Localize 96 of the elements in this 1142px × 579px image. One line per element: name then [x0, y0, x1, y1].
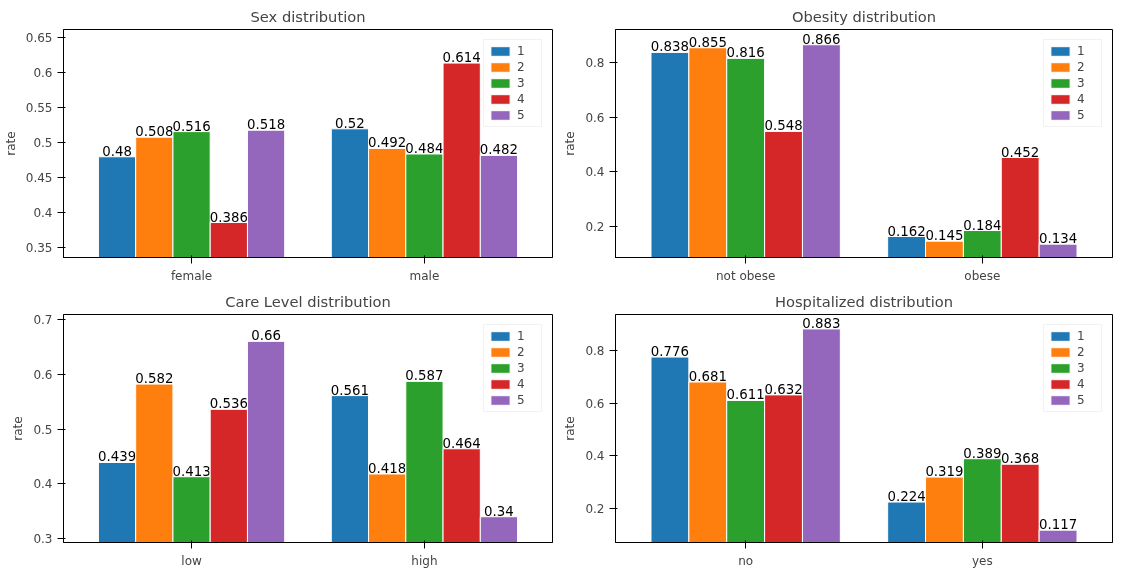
y-tick-label: 0.6: [585, 110, 605, 125]
y-tick-label: 0.2: [585, 501, 605, 516]
data-label: 0.418: [368, 460, 407, 476]
chart-title: Care Level distribution: [225, 292, 391, 310]
data-label: 0.866: [802, 31, 841, 47]
y-axis-title: rate: [563, 131, 578, 156]
data-label: 0.484: [405, 140, 444, 156]
data-label: 0.48: [102, 143, 132, 159]
y-axis-title: rate: [3, 131, 18, 156]
data-label: 0.611: [726, 387, 765, 403]
y-tick-label: 0.8: [585, 56, 605, 71]
y-tick-label: 0.4: [585, 449, 605, 464]
legend-label: 4: [517, 377, 526, 391]
legend-label: 2: [1077, 345, 1086, 359]
data-label: 0.464: [442, 435, 481, 451]
data-label: 0.518: [247, 117, 286, 133]
x-tick-label: no: [738, 553, 754, 568]
legend-label: 5: [517, 108, 526, 122]
data-label: 0.439: [97, 449, 137, 465]
legend-label: 2: [1077, 60, 1086, 74]
data-label: 0.776: [650, 344, 690, 360]
y-tick-label: 0.4: [33, 206, 53, 221]
x-tick-label: not obese: [715, 268, 776, 283]
data-label: 0.52: [335, 115, 365, 131]
y-tick-label: 0.5: [33, 136, 53, 151]
data-label: 0.368: [1001, 451, 1040, 467]
y-tick-label: 0.65: [25, 31, 53, 46]
x-tick-label: yes: [971, 553, 993, 568]
legend-label: 3: [1077, 361, 1086, 375]
data-label: 0.386: [209, 209, 248, 225]
data-label: 0.582: [135, 371, 174, 387]
y-tick-label: 0.2: [585, 219, 605, 234]
data-label: 0.492: [368, 135, 407, 151]
y-tick-label: 0.4: [585, 165, 605, 180]
legend-label: 5: [1077, 393, 1086, 407]
data-label: 0.855: [688, 34, 727, 50]
chart-title: Sex distribution: [250, 7, 366, 25]
data-label: 0.614: [442, 50, 481, 66]
data-label: 0.632: [764, 381, 803, 397]
data-label: 0.883: [802, 315, 841, 331]
data-label: 0.117: [1038, 517, 1078, 533]
y-tick-label: 0.3: [33, 532, 53, 547]
data-label: 0.319: [925, 464, 964, 480]
x-tick-label: obese: [964, 268, 1001, 283]
y-tick-label: 0.7: [33, 312, 53, 327]
legend-label: 3: [517, 361, 526, 375]
data-label: 0.482: [479, 142, 519, 158]
y-tick-label: 0.35: [25, 241, 53, 256]
data-label: 0.134: [1038, 231, 1078, 247]
y-tick-label: 0.55: [25, 101, 53, 116]
data-label: 0.536: [209, 396, 248, 412]
data-label: 0.162: [887, 223, 926, 239]
data-label: 0.838: [650, 39, 690, 55]
data-label: 0.548: [764, 118, 803, 134]
data-label: 0.452: [1001, 144, 1040, 160]
y-tick-label: 0.6: [33, 367, 53, 382]
legend-label: 2: [517, 60, 526, 74]
legend-label: 1: [517, 44, 526, 58]
x-tick-label: male: [409, 268, 440, 283]
data-label: 0.816: [726, 45, 765, 61]
y-axis-title: rate: [11, 416, 26, 441]
data-label: 0.66: [251, 328, 281, 344]
data-label: 0.508: [135, 124, 174, 140]
x-tick-label: high: [411, 553, 438, 568]
legend-label: 3: [517, 76, 526, 90]
data-label: 0.145: [925, 228, 964, 244]
legend-label: 3: [1077, 76, 1086, 90]
data-label: 0.516: [172, 118, 211, 134]
data-label: 0.34: [484, 503, 514, 519]
data-label: 0.413: [172, 463, 211, 479]
data-label: 0.389: [963, 445, 1002, 461]
data-label: 0.587: [405, 368, 444, 384]
legend-label: 1: [1077, 44, 1086, 58]
legend-label: 5: [517, 393, 526, 407]
chart-title: Obesity distribution: [791, 7, 937, 25]
data-label: 0.224: [887, 489, 926, 505]
legend-label: 5: [1077, 108, 1086, 122]
y-tick-label: 0.6: [33, 66, 53, 81]
chart-title: Hospitalized distribution: [774, 292, 954, 310]
y-tick-label: 0.6: [585, 396, 605, 411]
y-tick-label: 0.4: [33, 477, 53, 492]
y-tick-label: 0.8: [585, 344, 605, 359]
legend-label: 4: [517, 92, 526, 106]
y-tick-label: 0.5: [33, 422, 53, 437]
data-label: 0.184: [963, 217, 1002, 233]
legend-label: 1: [1077, 329, 1086, 343]
y-axis-title: rate: [563, 416, 578, 441]
x-tick-label: low: [181, 553, 202, 568]
x-tick-label: female: [170, 268, 213, 283]
legend-label: 4: [1077, 377, 1086, 391]
legend-label: 2: [517, 345, 526, 359]
legend-label: 1: [517, 329, 526, 343]
data-label: 0.561: [330, 382, 369, 398]
y-tick-label: 0.45: [25, 171, 53, 186]
data-label: 0.681: [688, 369, 727, 385]
legend-label: 4: [1077, 92, 1086, 106]
